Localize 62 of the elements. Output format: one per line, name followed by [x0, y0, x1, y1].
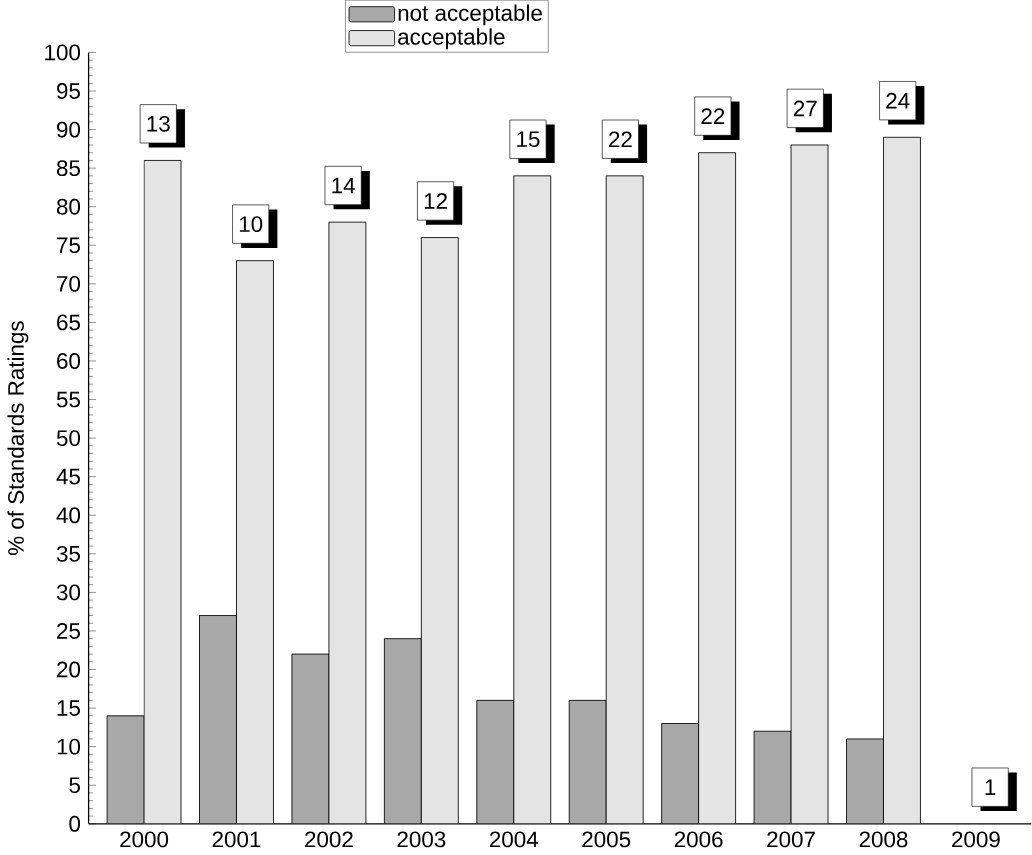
annotation: 14 [332, 177, 355, 194]
annotation: 1 [985, 779, 996, 795]
y-tick-label: 10 [57, 738, 81, 755]
bar [476, 700, 515, 824]
x-tick-label: 2005 [582, 831, 631, 848]
y-tick-label: 90 [57, 121, 81, 138]
y-tick-label: 45 [56, 468, 80, 485]
y-tick-label: 25 [57, 623, 80, 639]
y-tick-label: 5 [69, 777, 80, 794]
y-tick-label: 30 [56, 584, 81, 601]
bar [605, 175, 644, 824]
y-tick-label: 100 [45, 44, 81, 61]
bar [143, 160, 182, 824]
x-tick-label: 2004 [489, 831, 539, 848]
legend-label: not acceptable [398, 4, 542, 26]
annotation: 15 [517, 131, 540, 148]
bar [513, 175, 552, 824]
bar [661, 723, 700, 824]
x-tick-label: 2001 [212, 831, 261, 848]
annotation: 13 [147, 115, 170, 132]
annotation: 27 [793, 100, 817, 117]
y-tick-label: 80 [56, 198, 81, 215]
bar [328, 221, 367, 824]
bar [199, 615, 237, 824]
annotation: 24 [886, 92, 910, 109]
y-tick-label: 35 [56, 545, 80, 562]
y-tick-label: 20 [57, 661, 81, 678]
x-tick-label: 2006 [674, 831, 723, 848]
y-tick-label: 75 [57, 237, 80, 254]
y-tick-label: 55 [56, 391, 80, 408]
y-tick-label: 85 [56, 160, 80, 177]
bar [753, 730, 792, 824]
bar [698, 152, 737, 824]
y-tick-label: 70 [57, 276, 81, 292]
x-tick-label: 2003 [397, 831, 446, 848]
bar [106, 715, 145, 824]
bar [790, 144, 829, 824]
bar [236, 260, 274, 824]
y-tick-label: 15 [57, 700, 80, 716]
legend-label: acceptable [398, 28, 505, 50]
bar [383, 638, 422, 824]
annotation: 22 [701, 108, 725, 125]
x-tick-label: 2000 [120, 831, 169, 848]
x-tick-label: 2007 [767, 831, 815, 848]
y-tick-label: 60 [57, 353, 81, 369]
bar [568, 700, 607, 824]
y-tick-label: 95 [57, 83, 80, 100]
bar [883, 136, 921, 824]
annotation: 10 [239, 216, 263, 233]
annotation: 22 [609, 131, 632, 148]
annotation: 12 [424, 193, 447, 209]
y-tick-label: 0 [69, 815, 81, 832]
x-tick-label: 2002 [305, 831, 353, 848]
bar [846, 738, 884, 824]
x-tick-label: 2009 [952, 831, 1000, 848]
bar [420, 237, 459, 824]
y-tick-label: 50 [56, 430, 81, 447]
y-tick-label: 65 [57, 314, 80, 331]
x-tick-label: 2008 [859, 831, 908, 848]
y-axis-title: % of Standards Ratings [7, 321, 29, 556]
bar [291, 653, 330, 824]
y-tick-label: 40 [56, 507, 81, 524]
